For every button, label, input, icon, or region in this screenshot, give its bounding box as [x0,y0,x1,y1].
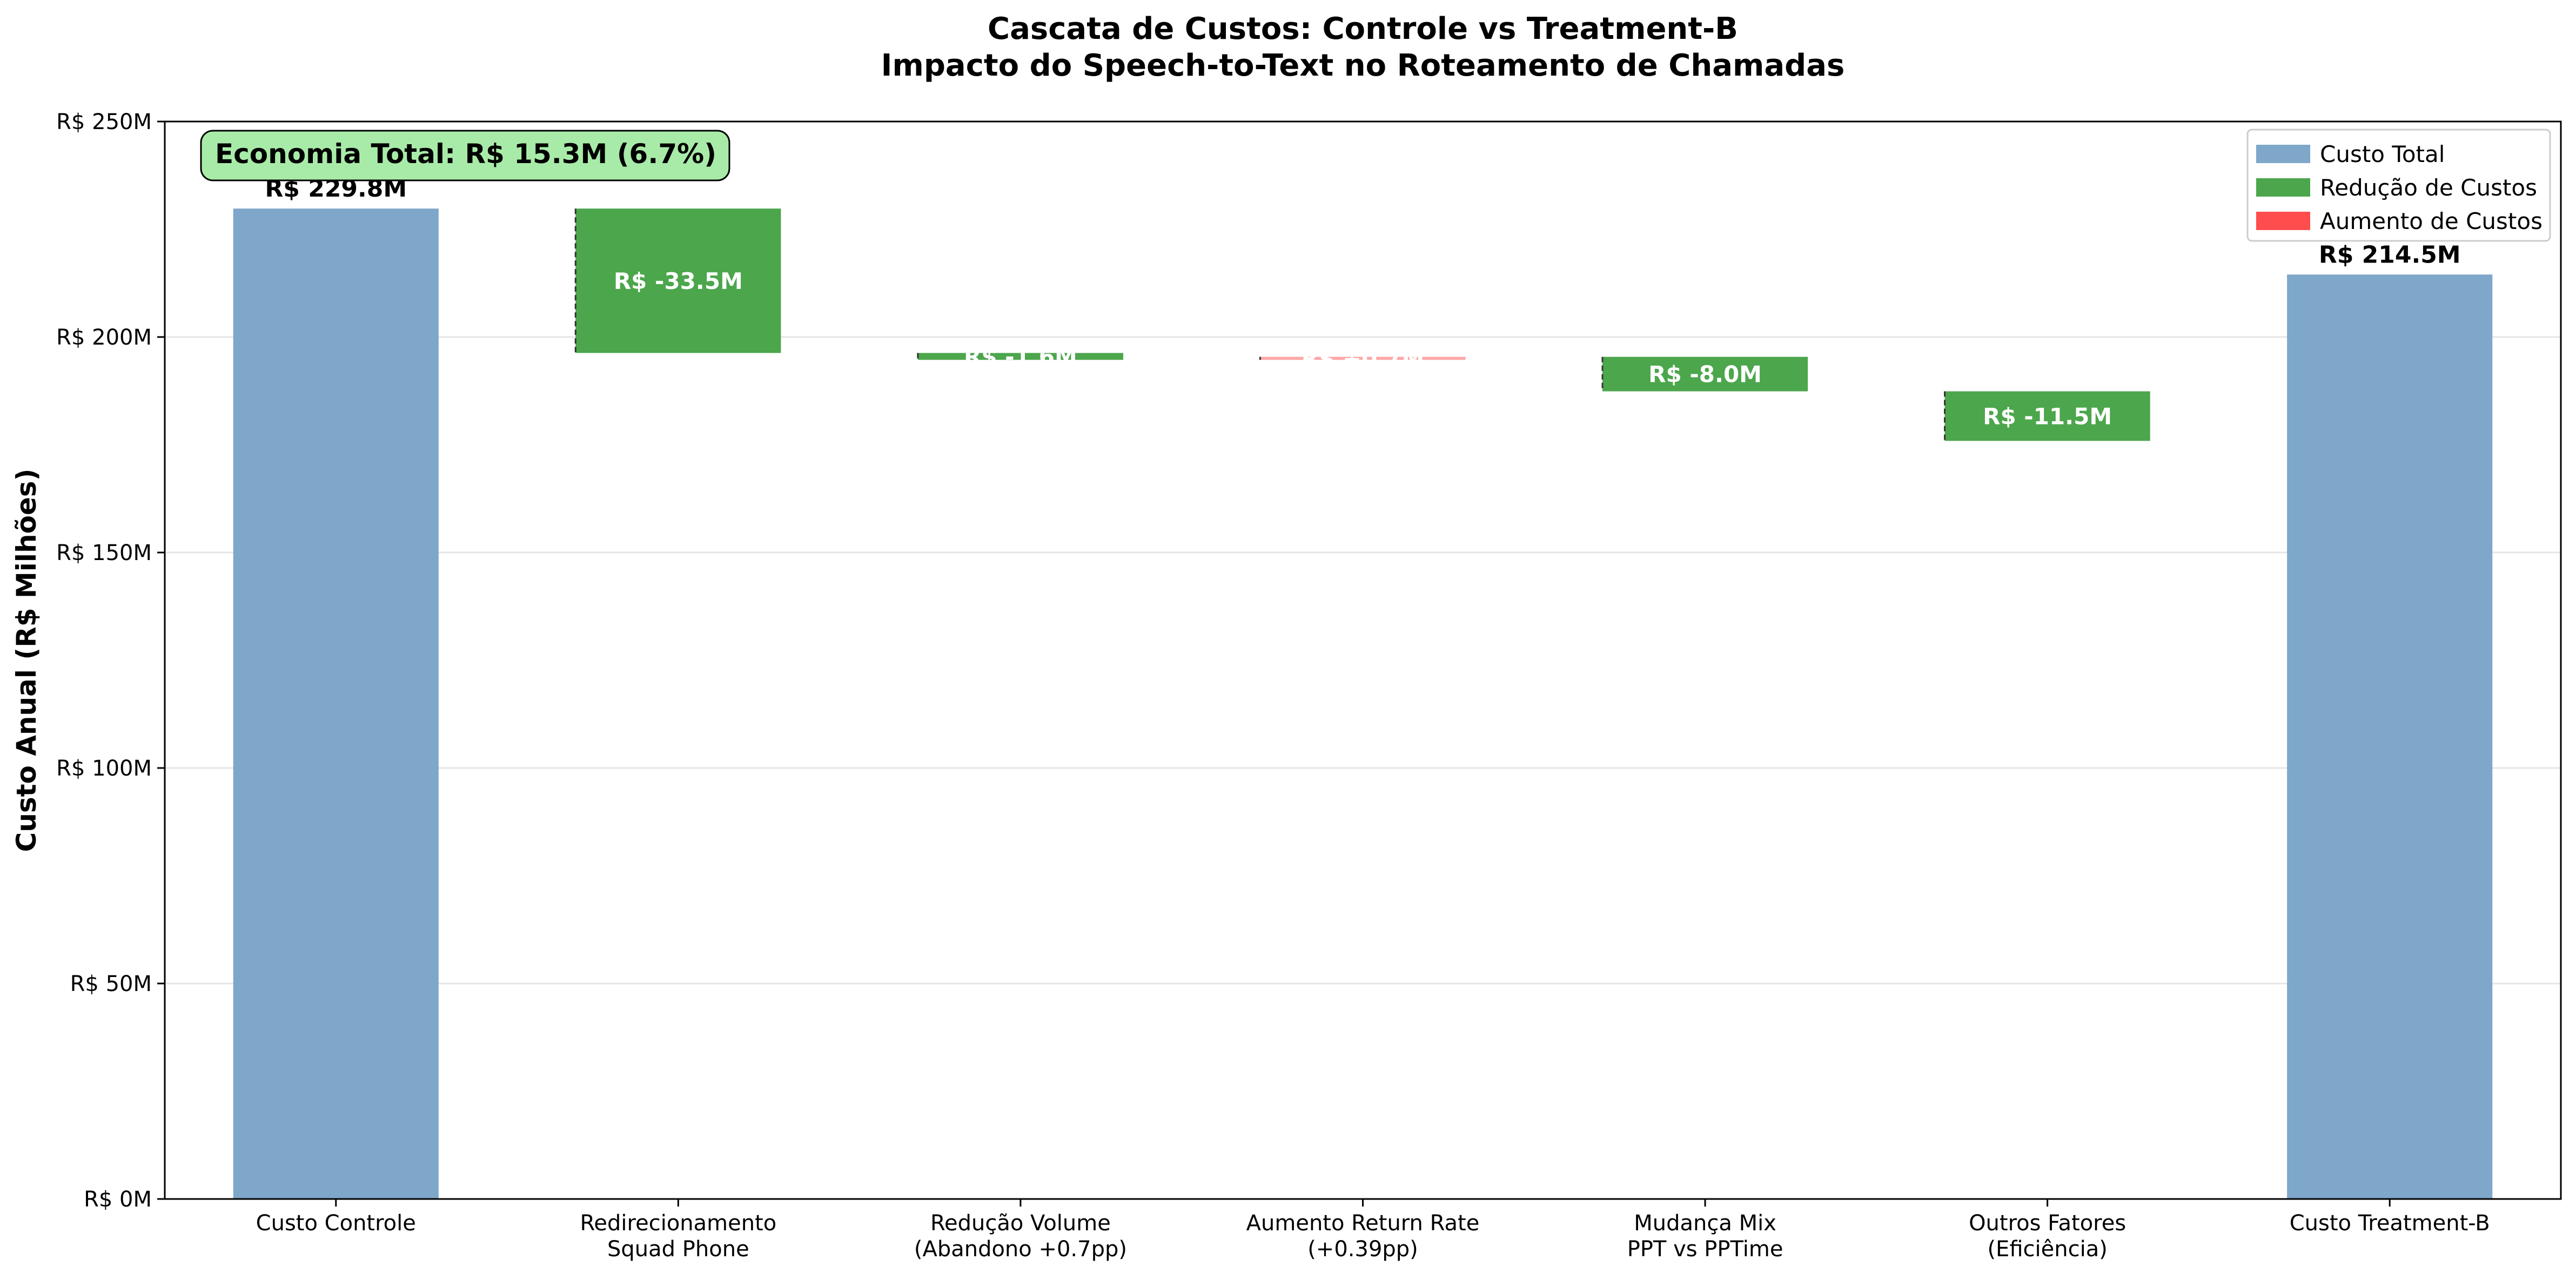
y-axis-label: Custo Anual (R$ Milhões) [11,469,42,852]
increase-bar [1260,356,1466,360]
x-tick-label: Squad Phone [607,1237,749,1262]
y-tick-label: R$ 200M [56,325,152,350]
y-tick-label: R$ 0M [84,1187,152,1212]
x-tick-label: (+0.39pp) [1307,1237,1418,1262]
legend-label: Custo Total [2320,141,2445,167]
x-tick-label: (Eficiência) [1987,1237,2107,1262]
x-tick-label: (Abandono +0.7pp) [914,1237,1127,1262]
y-tick-label: R$ 100M [56,756,152,781]
total-value-label: R$ 214.5M [2319,241,2461,268]
x-tick-label: Redução Volume [930,1211,1111,1236]
legend-frame [2246,129,2551,242]
x-tick-label: Redirecionamento [580,1211,776,1236]
x-tick-label: Outros Fatores [1969,1211,2126,1236]
chart-title-line-1: Cascata de Custos: Controle vs Treatment… [988,11,1738,46]
annotation-text: Economia Total: R$ 15.3M (6.7%) [215,138,716,170]
delta-value-label: R$ -8.0M [1648,361,1762,388]
decrease-bar [917,353,1123,360]
bars [233,208,2493,1199]
x-tick-label: PPT vs PPTime [1627,1237,1783,1262]
legend: Custo Total Redução de Custos Aumento de C… [2246,129,2551,242]
x-tick-label: Custo Controle [256,1211,416,1236]
plot-frame [164,120,2562,1200]
annotation-background [200,130,730,181]
legend-label: Aumento de Custos [2320,208,2543,234]
x-tick-label: Custo Treatment-B [2290,1211,2490,1236]
total-bar [233,208,439,1199]
legend-swatch [2256,145,2310,163]
x-tick-label: Aumento Return Rate [1246,1211,1480,1236]
y-tick-label: R$ 250M [56,110,152,134]
decrease-bar [1602,356,1808,392]
chart-title-line-2: Impacto do Speech-to-Text no Roteamento … [881,48,1845,83]
total-savings-annotation: Economia Total: R$ 15.3M (6.7%) [200,130,730,181]
delta-value-label: R$ +0.7M [1302,346,1425,372]
decrease-bar [575,208,781,353]
bar-labels: R$ 229.8MR$ -33.5MR$ -1.6M R$ +0.7MR$ -8.… [265,175,2460,429]
y-tick-label: R$ 150M [56,541,152,565]
legend-label: Redução de Custos [2320,174,2537,201]
decrease-bar [1944,391,2150,441]
y-axis-ticks: R$ 0M R$ 50M R$ 100M R$ 150M R$ 200M R$ 250M [56,110,165,1212]
legend-swatch [2256,178,2310,197]
delta-value-label: R$ -11.5M [1983,403,2112,429]
legend-swatch [2256,212,2310,230]
connector-lines [574,208,1946,441]
grid-lines [165,120,2561,1200]
x-tick-label: Mudança Mix [1634,1211,1776,1236]
y-tick-label: R$ 50M [70,972,152,996]
delta-value-label: R$ -33.5M [614,268,743,294]
legend-items: Custo Total Redução de Custos Aumento de C… [2256,141,2543,234]
total-bar [2287,274,2493,1199]
delta-value-label: R$ -1.6M [964,343,1077,370]
